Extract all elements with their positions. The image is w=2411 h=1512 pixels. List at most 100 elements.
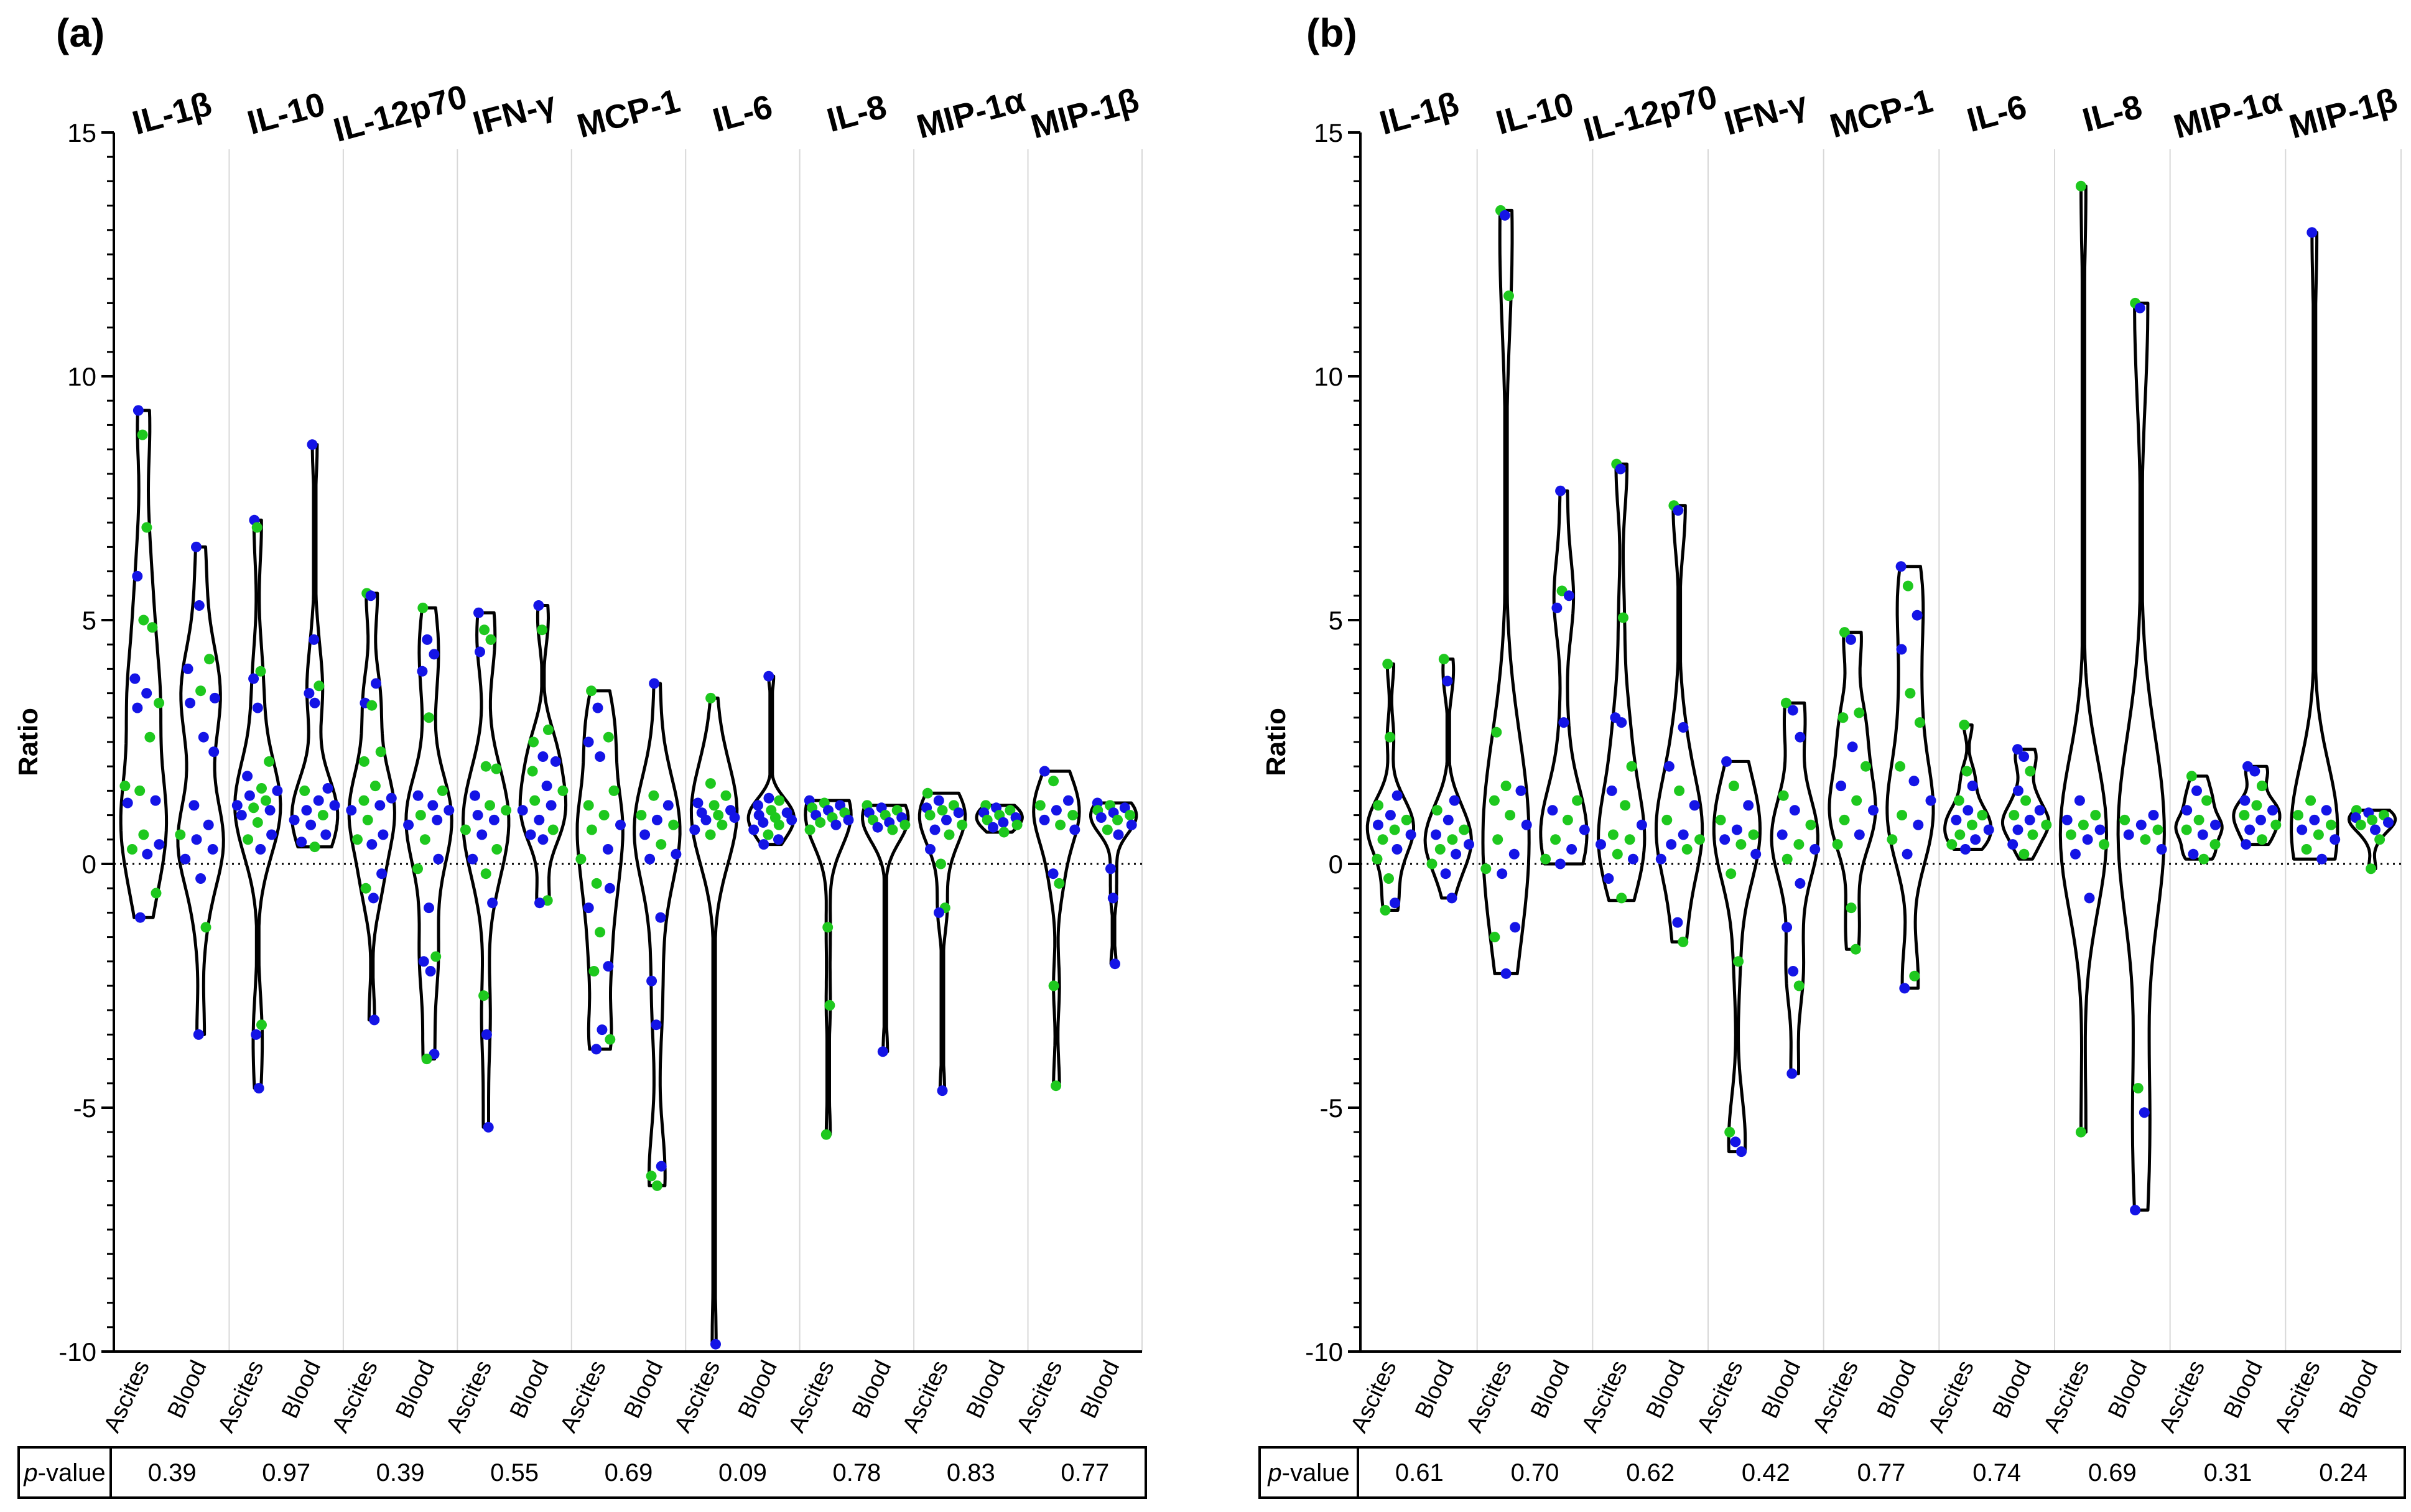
data-point (470, 790, 480, 801)
violin-outline (633, 682, 682, 1187)
y-tick-label: 5 (82, 606, 96, 635)
data-point (720, 790, 732, 801)
data-point (358, 756, 369, 767)
data-point (525, 829, 536, 840)
data-point (251, 522, 262, 533)
pvalue-table-border (17, 1446, 1147, 1499)
y-tick-label: 5 (1329, 606, 1343, 635)
data-point (1902, 580, 1913, 591)
data-point (1728, 781, 1739, 792)
data-point (1663, 761, 1675, 772)
data-point (403, 819, 414, 830)
data-point (1618, 612, 1628, 623)
data-point (937, 1085, 948, 1097)
data-point (1839, 814, 1850, 825)
data-point (1954, 829, 1966, 840)
data-point (352, 834, 363, 845)
data-point (2374, 834, 2385, 845)
data-point (2209, 839, 2221, 850)
data-point (602, 844, 613, 855)
data-point (537, 834, 549, 845)
data-point (1596, 839, 1606, 850)
data-point (307, 439, 318, 450)
data-point (550, 756, 561, 767)
violin-outline (1539, 489, 1589, 866)
data-point (376, 868, 388, 879)
data-point (1694, 834, 1705, 845)
data-point (248, 802, 259, 814)
data-point (773, 834, 784, 845)
data-point (1451, 848, 1462, 860)
data-point (887, 824, 898, 835)
data-point (1736, 1146, 1747, 1157)
data-point (422, 634, 433, 645)
data-point (480, 761, 491, 772)
data-point (546, 800, 557, 811)
data-point (203, 819, 214, 830)
data-point (2041, 819, 2052, 830)
data-point (1390, 897, 1400, 909)
data-point (1616, 893, 1627, 904)
data-point (2366, 863, 2377, 874)
data-point (651, 1180, 662, 1191)
data-point (1616, 717, 1627, 728)
data-point (591, 878, 602, 889)
data-point (1832, 839, 1843, 850)
data-point (129, 673, 141, 684)
data-point (180, 853, 191, 865)
data-point (1789, 805, 1800, 816)
data-point (1837, 712, 1849, 723)
data-point (651, 814, 662, 825)
x-category-label: Ascites (99, 1357, 155, 1437)
data-point (2330, 834, 2341, 845)
data-point (1547, 805, 1558, 816)
data-point (655, 912, 666, 923)
data-point (773, 819, 784, 830)
pvalue-cell: 0.62 (1626, 1459, 1675, 1486)
data-point (588, 966, 600, 976)
data-point (289, 814, 300, 825)
data-point (386, 792, 397, 804)
data-point (138, 829, 149, 840)
data-point (2139, 1107, 2150, 1118)
data-point (366, 839, 378, 850)
pvalue-cell: 0.09 (718, 1459, 767, 1486)
data-point (412, 863, 423, 874)
data-point (2123, 829, 2134, 840)
data-point (427, 800, 439, 811)
data-point (309, 634, 320, 645)
data-point (598, 810, 610, 821)
data-point (365, 590, 376, 601)
data-point (1673, 505, 1684, 516)
data-point (253, 1083, 264, 1094)
data-point (2188, 848, 2199, 860)
data-point (2135, 819, 2147, 830)
data-point (824, 999, 835, 1011)
data-point (1459, 824, 1470, 835)
data-point (592, 702, 603, 713)
data-point (2249, 766, 2260, 777)
data-point (193, 600, 205, 611)
data-point (820, 1129, 832, 1140)
data-point (2065, 829, 2076, 840)
x-category-label: Ascites (1808, 1357, 1864, 1437)
x-category-label: Blood (1526, 1357, 1575, 1422)
pvalue-cell: 0.78 (832, 1459, 881, 1486)
data-point (1868, 805, 1879, 816)
data-point (2070, 848, 2081, 860)
y-tick-label: 10 (67, 362, 96, 391)
data-point (437, 785, 448, 796)
data-point (137, 429, 148, 440)
x-category-label: Blood (733, 1357, 783, 1422)
cytokine-title: IL-10 (243, 85, 328, 142)
data-point (1385, 810, 1396, 821)
data-point (1055, 819, 1066, 830)
data-point (957, 819, 968, 830)
data-point (255, 666, 266, 677)
data-point (142, 848, 153, 860)
cytokine-title: IL-8 (2079, 88, 2146, 139)
data-point (478, 990, 490, 1001)
violin-outline (1770, 701, 1819, 1075)
data-point (1726, 868, 1737, 879)
data-point (1846, 634, 1856, 645)
